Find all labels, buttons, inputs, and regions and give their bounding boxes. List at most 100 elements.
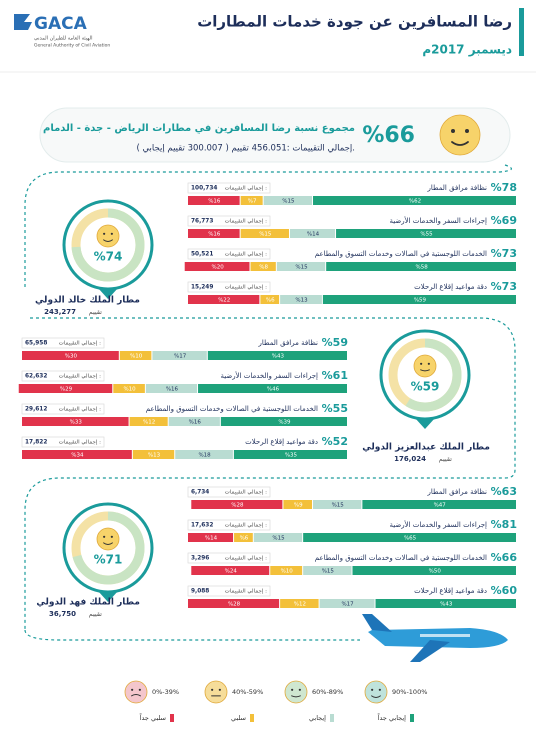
total-label: إجمالي التقييمات : <box>59 374 102 380</box>
bar-segment <box>22 417 129 426</box>
bar-segment <box>352 566 516 575</box>
bar-segment <box>113 384 145 393</box>
service-percent: %60 <box>491 584 518 597</box>
segment-label: %29 <box>60 387 73 393</box>
bubble <box>98 288 118 299</box>
segment-label: %7 <box>248 199 257 205</box>
face-circle <box>96 527 120 551</box>
face-icon <box>284 680 308 704</box>
total-box <box>187 281 271 293</box>
total-value: 62,632 <box>25 374 47 380</box>
legend-name: إيجابي <box>309 714 326 722</box>
service-name: نظافة مرافق المطار <box>427 488 488 496</box>
bar-segment <box>240 196 263 205</box>
service-percent: %73 <box>491 280 517 293</box>
bar-segment <box>270 566 303 575</box>
face-eye <box>103 535 106 538</box>
face-eye <box>371 688 374 691</box>
segment-label: %22 <box>218 298 230 304</box>
legend-chip <box>330 714 334 722</box>
total-value: 65,958 <box>25 341 47 347</box>
legend-name: إيجابي جداً <box>377 713 406 722</box>
segment-label: %59 <box>414 298 427 304</box>
face-eye <box>110 232 113 235</box>
segment-label: %28 <box>231 503 244 509</box>
legend-name: سلبي <box>231 714 246 722</box>
segment-label: %15 <box>272 536 285 542</box>
total-value: 6,734 <box>191 490 209 496</box>
airport-name: مطار الملك عبدالعزيز الدولي <box>362 443 490 453</box>
segment-label: %9 <box>294 503 303 509</box>
segment-label: %15 <box>259 232 272 238</box>
bar-segment <box>263 196 313 205</box>
bar-segment <box>322 295 516 304</box>
face-eye <box>465 129 469 133</box>
logo-mark <box>14 14 32 30</box>
total-box <box>187 182 271 194</box>
face-circle <box>96 224 120 248</box>
segment-label: %50 <box>429 569 442 575</box>
legend-chip <box>250 714 254 722</box>
airport-total: 243,277 <box>44 308 76 316</box>
segment-label: %55 <box>420 232 433 238</box>
airport-total: 36,750 <box>49 610 76 618</box>
legend-chip <box>410 714 414 722</box>
face-icon <box>364 680 388 704</box>
logo-sub: الهيئة العامة للطيران المدني <box>34 36 93 42</box>
face-circle <box>204 680 228 704</box>
face-icon <box>439 114 481 156</box>
total-value: 17,822 <box>25 440 47 446</box>
ring-arc <box>72 511 145 585</box>
face-icon <box>96 527 120 551</box>
segment-label: %46 <box>267 387 280 393</box>
bar-segment <box>234 533 253 542</box>
total-value: 29,612 <box>25 407 47 413</box>
bar-segment <box>184 262 250 271</box>
service-percent: %73 <box>491 247 517 260</box>
segment-label: %35 <box>285 453 298 459</box>
total-box <box>21 337 105 349</box>
total-box <box>187 486 271 498</box>
bar-segment <box>319 599 375 608</box>
bar-segment <box>250 262 276 271</box>
bubble <box>98 591 118 602</box>
bar-segment <box>283 500 313 509</box>
summary-title: مجموع نسبة رضا المسافرين في مطارات الريا… <box>43 123 355 134</box>
bar-segment <box>188 229 240 238</box>
segment-label: %13 <box>295 298 308 304</box>
ring-arc <box>405 338 462 412</box>
rating-word: تقييم <box>439 455 453 463</box>
airport-percent: %71 <box>94 553 123 567</box>
total-label: إجمالي التقييمات : <box>225 219 268 225</box>
total-value: 50,521 <box>191 252 213 258</box>
rating-word: تقييم <box>89 610 103 618</box>
total-box <box>21 370 105 382</box>
service-percent: %55 <box>322 402 348 415</box>
total-value: 3,296 <box>191 556 209 562</box>
bar-segment <box>313 500 362 509</box>
service-percent: %78 <box>491 181 517 194</box>
total-value: 9,088 <box>191 589 209 595</box>
airport-percent: %74 <box>94 250 123 264</box>
summary-totals: إجمالي التقييمات :456.051 تقييم ( 300.00… <box>136 144 355 154</box>
bar-segment <box>207 351 347 360</box>
service-name: نظافة مرافق المطار <box>427 184 488 192</box>
bar-segment <box>191 500 283 509</box>
total-box <box>187 585 271 597</box>
service-name: الخدمات اللوجستية في الصالات وخدمات التس… <box>315 250 487 258</box>
face-eye <box>378 688 381 691</box>
total-box <box>21 436 105 448</box>
face-circle <box>284 680 308 704</box>
segment-label: %65 <box>404 536 417 542</box>
airport-name: مطار الملك خالد الدولي <box>35 296 140 306</box>
service-percent: %69 <box>491 214 517 227</box>
service-percent: %66 <box>491 551 518 564</box>
face-circle <box>439 114 481 156</box>
total-box <box>187 248 271 260</box>
summary-percent: %66 <box>362 123 415 148</box>
airport-total: 176,024 <box>394 455 426 463</box>
face-mouth <box>103 542 113 545</box>
face-eye <box>298 688 301 691</box>
bar-segment <box>303 566 352 575</box>
